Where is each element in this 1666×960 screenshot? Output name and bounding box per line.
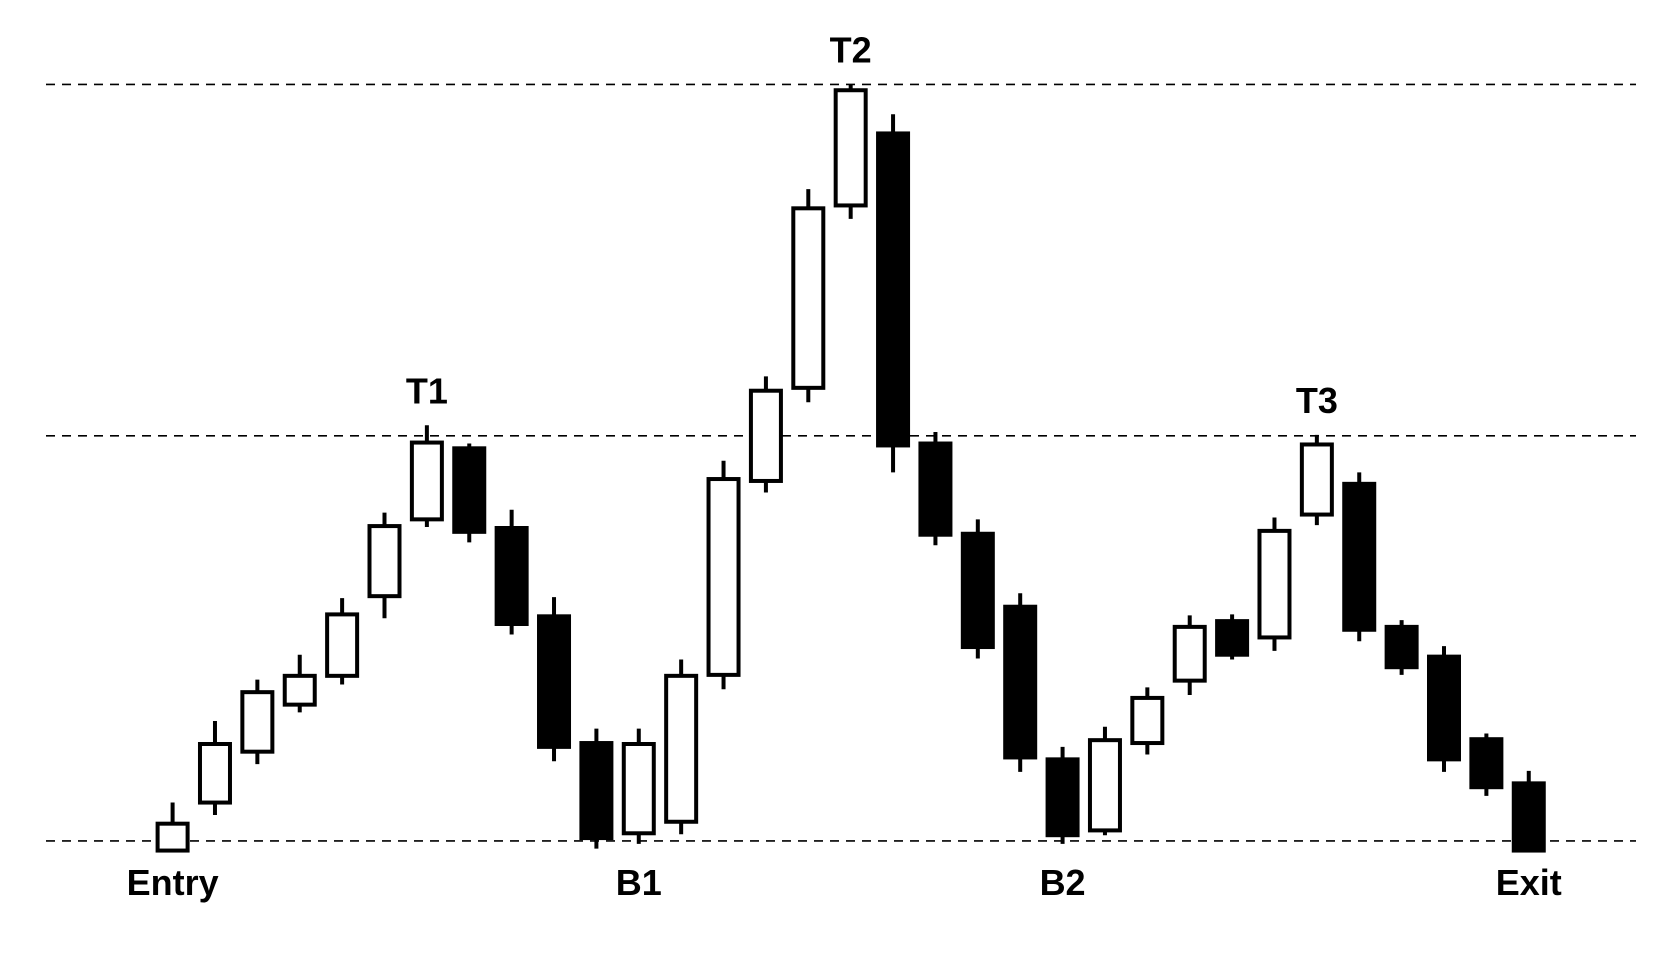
candle-body-up <box>240 690 275 754</box>
annotation-label-entry: Entry <box>127 862 219 903</box>
candles <box>155 84 1546 853</box>
annotation-label-b1: B1 <box>616 862 662 903</box>
candle-22 <box>1045 746 1080 844</box>
candle-29 <box>1342 472 1377 642</box>
candle-body-up <box>409 440 444 522</box>
candle-12 <box>621 728 656 844</box>
candle-16 <box>791 189 826 403</box>
candle-body-up <box>664 673 699 824</box>
candle-10 <box>537 597 572 762</box>
candle-body-up <box>1257 528 1292 640</box>
candle-body-up <box>1130 695 1165 746</box>
candle-body-up <box>367 524 402 599</box>
candle-32 <box>1469 733 1504 796</box>
candle-1 <box>155 802 190 853</box>
candle-14 <box>706 460 741 690</box>
candle-body-down <box>960 531 995 650</box>
candle-28 <box>1299 434 1334 526</box>
candle-body-down <box>876 131 911 448</box>
candle-body-down <box>1511 781 1546 853</box>
candle-body-up <box>791 206 826 390</box>
candle-26 <box>1215 614 1250 660</box>
candle-body-down <box>494 526 529 626</box>
candle-body-down <box>1469 737 1504 790</box>
candle-body-up <box>748 388 783 483</box>
candle-9 <box>494 509 529 635</box>
candle-27 <box>1257 517 1292 651</box>
candle-body-down <box>452 446 487 534</box>
candle-33 <box>1511 770 1546 853</box>
candle-17 <box>833 84 868 219</box>
annotation-label-t2: T2 <box>830 29 872 70</box>
candle-body-down <box>918 441 953 537</box>
candle-body-down <box>1045 757 1080 838</box>
candle-body-up <box>325 612 360 678</box>
candle-2 <box>197 720 232 816</box>
candle-body-up <box>1299 442 1334 517</box>
candle-3 <box>240 679 275 765</box>
candle-body-up <box>282 673 317 707</box>
candle-19 <box>918 432 953 546</box>
candle-body-down <box>1003 604 1038 760</box>
annotations: T1 T2 T3 Entry B1 B2 Exit <box>127 29 1562 902</box>
candle-7 <box>409 425 444 528</box>
candle-11 <box>579 728 614 849</box>
candle-31 <box>1427 646 1461 772</box>
candle-body-up <box>1172 624 1207 683</box>
candle-30 <box>1384 620 1419 675</box>
candle-body-down <box>537 614 572 749</box>
annotation-label-exit: Exit <box>1496 862 1562 903</box>
candle-body-down <box>1215 619 1250 657</box>
annotation-label-b2: B2 <box>1040 862 1086 903</box>
candle-13 <box>664 659 699 835</box>
candle-21 <box>1003 593 1038 772</box>
candle-23 <box>1087 726 1122 836</box>
candle-body-down <box>579 741 614 841</box>
candle-24 <box>1130 687 1165 755</box>
candle-body-up <box>197 742 232 805</box>
candle-6 <box>367 512 402 619</box>
annotation-label-t1: T1 <box>406 370 448 411</box>
candle-body-up <box>706 477 741 677</box>
candle-20 <box>960 519 995 659</box>
candle-18 <box>876 114 911 473</box>
candle-body-down <box>1342 481 1377 632</box>
candle-body-down <box>1384 624 1419 670</box>
candle-5 <box>325 598 360 685</box>
candle-body-down <box>1427 654 1461 762</box>
candle-body-up <box>155 821 190 853</box>
candle-8 <box>452 443 487 543</box>
annotation-label-t3: T3 <box>1296 380 1338 421</box>
reference-lines <box>46 83 1636 842</box>
candle-4 <box>282 654 317 713</box>
candle-15 <box>748 376 783 493</box>
candle-body-up <box>1087 738 1122 833</box>
candle-body-up <box>833 88 868 208</box>
candle-25 <box>1172 615 1207 696</box>
candle-body-up <box>621 742 656 836</box>
